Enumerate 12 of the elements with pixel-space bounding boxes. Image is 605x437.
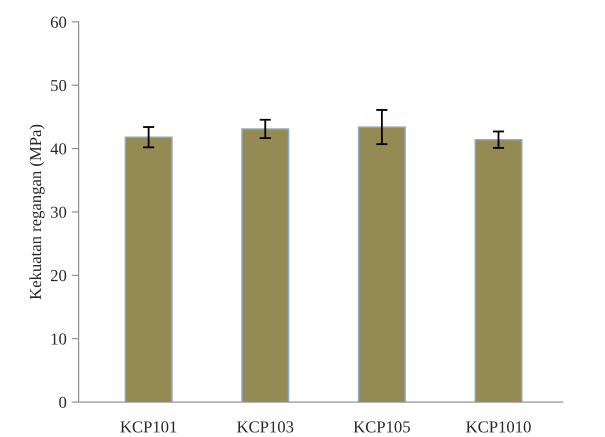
x-tick-label: KCP103	[237, 421, 294, 433]
y-tick-label: 0	[59, 396, 66, 408]
x-tick-label: KCP101	[120, 421, 176, 433]
y-tick-label: 60	[50, 16, 66, 28]
y-tick-label: 50	[51, 80, 66, 92]
y-axis-title: Kekuatan regangan (MPa)	[29, 124, 45, 300]
y-tick-label: 20	[50, 270, 66, 282]
y-tick-label: 10	[52, 333, 66, 345]
x-tick-label: KCP1010	[466, 421, 531, 433]
y-tick-label: 40	[50, 143, 66, 155]
x-tick-label: KCP105	[354, 421, 410, 433]
y-tick-label: 30	[50, 206, 66, 218]
